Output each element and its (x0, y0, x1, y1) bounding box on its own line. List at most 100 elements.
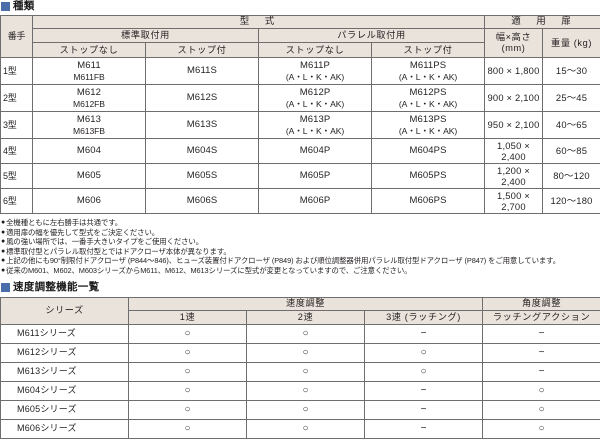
model-sub: (A・L・K・AK) (398, 98, 458, 109)
header-parallel-nostop: ストップなし (258, 42, 372, 58)
table-row: 3型 M613 M613FB M613S M613P (A・L・K・AK) M613… (0, 111, 600, 139)
cell-size: 800 × 1,800 (484, 57, 544, 85)
header-parallel-stop: ストップ付 (370, 42, 486, 58)
table-row: 4型 M604 M604S M604P M604PS 1,050 × 2,400… (0, 138, 600, 164)
model-main: M613 (76, 114, 102, 126)
cell-speed3: − (363, 399, 484, 420)
header-weight: 重量 (kg) (542, 28, 600, 58)
model-main: M612P (299, 87, 331, 99)
model-sub: M613FB (73, 125, 105, 136)
cell-weight: 80〜120 (542, 163, 600, 189)
header-row-groups: 番手 型 式 適 用 扉 (0, 15, 600, 58)
header-latching: ラッチングアクション (482, 309, 600, 325)
note-item: ● 風の強い場所では、一番手大きいタイプをご使用ください。 (1, 237, 600, 247)
table-row: 5型 M605 M605S M605P M605PS 1,200 × 2,400… (0, 163, 600, 189)
cell-parallel-nostop: M605P (258, 163, 372, 189)
model-sub: (A・L・K・AK) (285, 98, 345, 109)
cell-standard-nostop: M613 M613FB (32, 111, 146, 139)
kind-table-body: 1型 M611 M611FB M611S M611P (A・L・K・AK) M611… (0, 57, 600, 214)
cell-parallel-stop: M605PS (370, 163, 486, 189)
cell-parallel-stop: M606PS (370, 188, 486, 214)
table-row: 1型 M611 M611FB M611S M611P (A・L・K・AK) M611… (0, 57, 600, 85)
note-item: ● 全機種ともに左右勝手は共通です。 (1, 218, 600, 228)
header-speed3: 3速 (ラッチング) (363, 309, 484, 325)
table-row: M611シリーズ ○ ○ − − (0, 323, 600, 344)
cell-speed1: ○ (128, 380, 247, 401)
cell-parallel-stop: M612PS (A・L・K・AK) (370, 84, 486, 112)
note-item: ● 適用扉の幅を優先して型式をご決定ください。 (1, 228, 600, 238)
table-row: 2型 M612 M612FB M612S M612P (A・L・K・AK) M612… (0, 84, 600, 112)
model-sub: (A・L・K・AK) (398, 125, 458, 136)
cell-speed2: ○ (246, 323, 365, 344)
cell-speed3: ○ (363, 342, 484, 363)
kind-section-title: 種類 (13, 0, 35, 12)
cell-parallel-stop: M613PS (A・L・K・AK) (370, 111, 486, 139)
cell-latching: ○ (482, 380, 600, 401)
bullet-icon: ● (1, 219, 6, 226)
cell-standard-stop: M606S (145, 188, 259, 214)
speed-table-body: M611シリーズ ○ ○ − − M612シリーズ ○ ○ ○ − M613シリ… (0, 323, 600, 439)
speed-table-header: シリーズ 速度調整 角度調整 1速 2速 3速 (ラッチング) ラッチングアクシ… (0, 296, 600, 325)
cell-weight: 25〜45 (542, 84, 600, 112)
cell-latching: ○ (482, 399, 600, 420)
cell-latching: − (482, 323, 600, 344)
note-text: 上記の他にも90°制限付ドアクローザ (P844〜846)、ヒューズ装置付ドアク… (6, 256, 560, 266)
cell-parallel-stop: M611PS (A・L・K・AK) (370, 57, 486, 85)
cell-size: 950 × 2,100 (484, 111, 544, 139)
model-main: M613P (299, 114, 331, 126)
cell-bancode: 1型 (0, 57, 33, 85)
cell-speed3: − (363, 323, 484, 344)
cell-series: M606シリーズ (0, 418, 129, 439)
note-item: ● 標準取付型とパラレル取付型とではドアクローザ本体が異なります。 (1, 247, 600, 257)
cell-weight: 40〜65 (542, 111, 600, 139)
model-sub: M612FB (73, 98, 105, 109)
model-main: M612 (76, 87, 102, 99)
cell-bancode: 4型 (0, 138, 33, 164)
note-text: 従来のM601、M602、M603シリーズからM611、M612、M613シリー… (6, 265, 412, 275)
note-text: 標準取付型とパラレル取付型とではドアクローザ本体が異なります。 (6, 246, 231, 256)
cell-standard-nostop: M605 (32, 163, 146, 189)
header-row-subgroups: 標準取付用 パラレル取付用 幅×高さ (mm) 重量 (kg) (1, 28, 600, 58)
header-row-columns: 1速 2速 3速 (ラッチング) ラッチングアクション (1, 309, 600, 325)
bullet-icon: ● (1, 266, 6, 274)
notes-list: ● 全機種ともに左右勝手は共通です。 ● 適用扉の幅を優先して型式をご決定ください。… (0, 218, 600, 276)
cell-latching: − (482, 361, 600, 382)
cell-speed2: ○ (246, 361, 365, 382)
kind-table-header: 番手 型 式 適 用 扉 標準取付用 パラレル取付用 幅×高さ (mm) 重量 … (0, 15, 600, 58)
cell-weight: 15〜30 (542, 57, 600, 85)
cell-bancode: 6型 (0, 188, 33, 214)
cell-speed2: ○ (246, 342, 365, 363)
cell-series: M611シリーズ (0, 323, 129, 344)
model-main: M612PS (409, 87, 447, 99)
cell-speed2: ○ (246, 418, 365, 439)
cell-speed1: ○ (128, 342, 247, 363)
header-speed2: 2速 (246, 309, 365, 325)
speed-section-title: 速度調整機能一覧 (13, 280, 100, 293)
cell-parallel-nostop: M604P (258, 138, 372, 164)
model-main: M611PS (409, 60, 447, 72)
cell-standard-nostop: M606 (32, 188, 146, 214)
cell-speed3: ○ (363, 361, 484, 382)
header-standard-stop: ストップ付 (145, 42, 259, 58)
header-row-groups: シリーズ 速度調整 角度調整 (0, 296, 600, 325)
cell-speed1: ○ (128, 361, 247, 382)
cell-bancode: 2型 (0, 84, 33, 112)
header-speed1: 1速 (128, 309, 247, 325)
note-item: ● 従来のM601、M602、M603シリーズからM611、M612、M613シリ… (1, 266, 600, 276)
cell-weight: 120〜180 (542, 188, 600, 214)
model-sub: (A・L・K・AK) (398, 71, 458, 82)
header-standard-group: 標準取付用 (32, 28, 259, 43)
model-sub: (A・L・K・AK) (285, 71, 345, 82)
header-door-group: 適 用 扉 (484, 15, 600, 29)
cell-size: 900 × 2,100 (484, 84, 544, 112)
header-model-group: 型 式 (31, 15, 486, 29)
cell-speed1: ○ (128, 418, 247, 439)
cell-parallel-nostop: M611P (A・L・K・AK) (258, 57, 372, 85)
cell-size: 1,500 × 2,700 (484, 188, 544, 214)
cell-latching: ○ (482, 418, 600, 439)
cell-parallel-nostop: M612P (A・L・K・AK) (258, 84, 372, 112)
cell-size: 1,050 × 2,400 (484, 138, 544, 164)
cell-bancode: 5型 (0, 163, 33, 189)
cell-standard-stop: M612S (145, 84, 259, 112)
